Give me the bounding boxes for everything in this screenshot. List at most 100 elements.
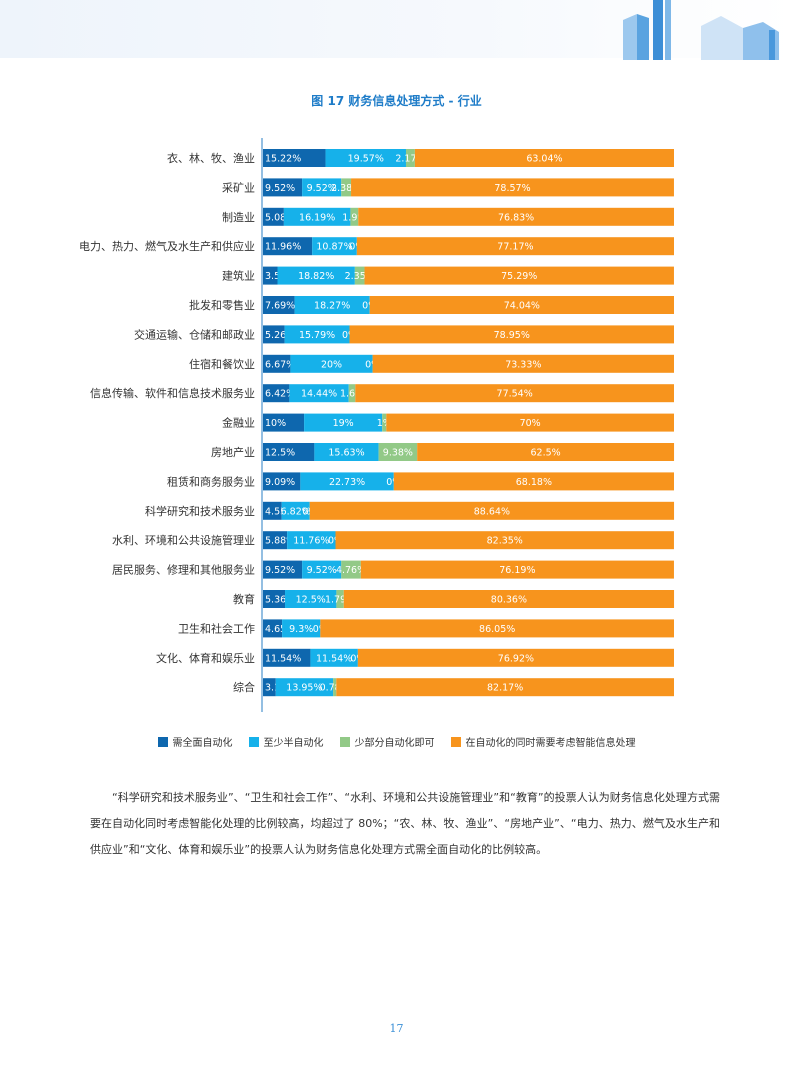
bar-segment bbox=[348, 384, 356, 403]
bar-segment bbox=[364, 266, 674, 285]
bar-segment bbox=[283, 207, 351, 226]
bar-segment bbox=[263, 149, 326, 167]
data-label: 4.65% bbox=[265, 624, 295, 635]
data-label: 74.04% bbox=[504, 301, 540, 312]
data-label: 15.79% bbox=[299, 330, 335, 341]
data-label: 10% bbox=[265, 418, 286, 429]
data-label: 19% bbox=[333, 418, 354, 429]
bar-segment bbox=[372, 354, 674, 373]
bar-segment bbox=[343, 590, 675, 608]
bar-segment bbox=[263, 531, 288, 550]
data-label: 11.54% bbox=[265, 653, 301, 664]
bar-segment bbox=[310, 648, 358, 667]
bar-segment bbox=[263, 472, 301, 491]
legend-swatch bbox=[248, 736, 259, 747]
data-label: 86.05% bbox=[479, 624, 515, 635]
category-label: 综合 bbox=[233, 680, 255, 694]
data-label: 16.19% bbox=[299, 212, 335, 223]
bar-segment bbox=[369, 296, 674, 314]
bar-segment bbox=[282, 619, 321, 638]
bar-segment bbox=[263, 590, 286, 608]
bar-segment bbox=[356, 237, 674, 256]
data-label: 76.83% bbox=[498, 212, 534, 223]
category-label: 交通运输、仓储和邮政业 bbox=[134, 327, 255, 341]
page-number: 17 bbox=[389, 1022, 404, 1035]
data-label: 63.04% bbox=[526, 154, 562, 165]
data-label: 2.35% bbox=[345, 271, 375, 282]
bar-segment bbox=[360, 560, 674, 579]
data-label: 13.95% bbox=[286, 683, 322, 694]
bar-segment bbox=[336, 590, 344, 608]
data-label: 7.69% bbox=[265, 301, 295, 312]
bar-segment bbox=[349, 325, 674, 344]
bar-segment bbox=[386, 413, 674, 432]
data-label: 10.87% bbox=[316, 242, 352, 253]
data-label: 6.42% bbox=[265, 389, 295, 400]
bar-segment bbox=[335, 531, 674, 550]
chart-legend: 需全面自动化 至少半自动化 少部分自动化即可 在自动化的同时需要考虑智能信息处理 bbox=[0, 734, 793, 749]
data-label: 62.5% bbox=[531, 448, 561, 459]
category-label: 居民服务、修理和其他服务业 bbox=[112, 563, 255, 577]
data-label: 22.73% bbox=[329, 477, 365, 488]
data-label: 11.54% bbox=[316, 653, 352, 664]
data-label: 80.36% bbox=[491, 595, 527, 606]
data-label: 14.44% bbox=[301, 389, 337, 400]
category-label: 科学研究和技术服务业 bbox=[145, 504, 255, 518]
data-label: 9.52% bbox=[265, 183, 295, 194]
data-label: 9.38% bbox=[383, 448, 413, 459]
body-paragraph: “科学研究和技术服务业”、“卫生和社会工作”、“水利、环境和公共设施管理业”和“… bbox=[90, 791, 720, 856]
category-label: 信息传输、软件和信息技术服务业 bbox=[90, 386, 255, 400]
data-label: 78.95% bbox=[494, 330, 530, 341]
data-label: 9.3% bbox=[289, 624, 313, 635]
category-label: 采矿业 bbox=[222, 181, 255, 194]
data-label: 9.52% bbox=[265, 565, 295, 576]
category-label: 租赁和商务服务业 bbox=[167, 474, 255, 488]
bar-segment bbox=[263, 648, 311, 667]
data-label: 5.08% bbox=[265, 212, 295, 223]
bar-segment bbox=[300, 472, 394, 491]
data-label: 18.82% bbox=[298, 271, 334, 282]
bar-segment bbox=[263, 237, 313, 256]
data-label: 11.76% bbox=[293, 536, 329, 547]
bar-segment bbox=[304, 413, 383, 432]
data-label: 20% bbox=[321, 359, 342, 370]
data-label: 9.52% bbox=[307, 183, 337, 194]
bar-segment bbox=[263, 178, 303, 197]
legend-item: 至少半自动化 bbox=[248, 734, 324, 749]
category-label: 住宿和餐饮业 bbox=[189, 357, 255, 371]
category-label: 金融业 bbox=[222, 416, 255, 430]
stacked-bar-chart: 衣、林、牧、渔业 15.22% 19.57% 2.17% 63.04% 采矿业 9.52% 9… bbox=[79, 138, 675, 712]
data-label: 5.36% bbox=[265, 595, 295, 606]
bar-segment bbox=[382, 413, 387, 432]
data-label: 6.67% bbox=[265, 359, 295, 370]
bar-segment bbox=[263, 413, 305, 432]
bar-segment bbox=[290, 354, 373, 373]
bar-segment bbox=[263, 325, 285, 344]
bar-segment bbox=[263, 384, 290, 403]
data-label: 77.54% bbox=[497, 389, 533, 400]
bar-segment bbox=[263, 296, 295, 314]
bar-segment bbox=[355, 384, 674, 403]
data-label: 78.57% bbox=[494, 183, 530, 194]
bar-segment bbox=[405, 149, 415, 167]
category-label: 批发和零售业 bbox=[189, 298, 255, 312]
bar-segment bbox=[263, 501, 282, 520]
data-label: 77.17% bbox=[497, 242, 533, 253]
data-label: 12.5% bbox=[296, 595, 326, 606]
data-label: 1% bbox=[377, 418, 392, 429]
legend-label: 需全面自动化 bbox=[172, 738, 233, 749]
bar-segment bbox=[333, 678, 337, 697]
bar-segment bbox=[393, 472, 674, 491]
legend-label: 至少半自动化 bbox=[263, 738, 324, 749]
data-label: 4.76% bbox=[336, 565, 366, 576]
data-label: 19.57% bbox=[348, 154, 384, 165]
bar-segment bbox=[285, 590, 337, 608]
bar-segment bbox=[314, 443, 379, 461]
bar-segment bbox=[357, 648, 674, 667]
bar-segment bbox=[284, 325, 350, 344]
legend-label: 少部分自动化即可 bbox=[354, 738, 435, 749]
bar-segment bbox=[325, 149, 406, 167]
data-label: 75.29% bbox=[501, 271, 537, 282]
bar-segment bbox=[263, 443, 315, 461]
bar-segment bbox=[302, 560, 342, 579]
